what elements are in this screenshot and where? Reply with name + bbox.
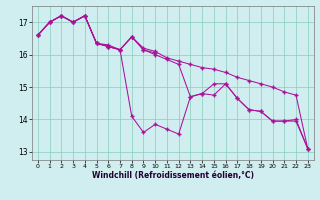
X-axis label: Windchill (Refroidissement éolien,°C): Windchill (Refroidissement éolien,°C) [92,171,254,180]
